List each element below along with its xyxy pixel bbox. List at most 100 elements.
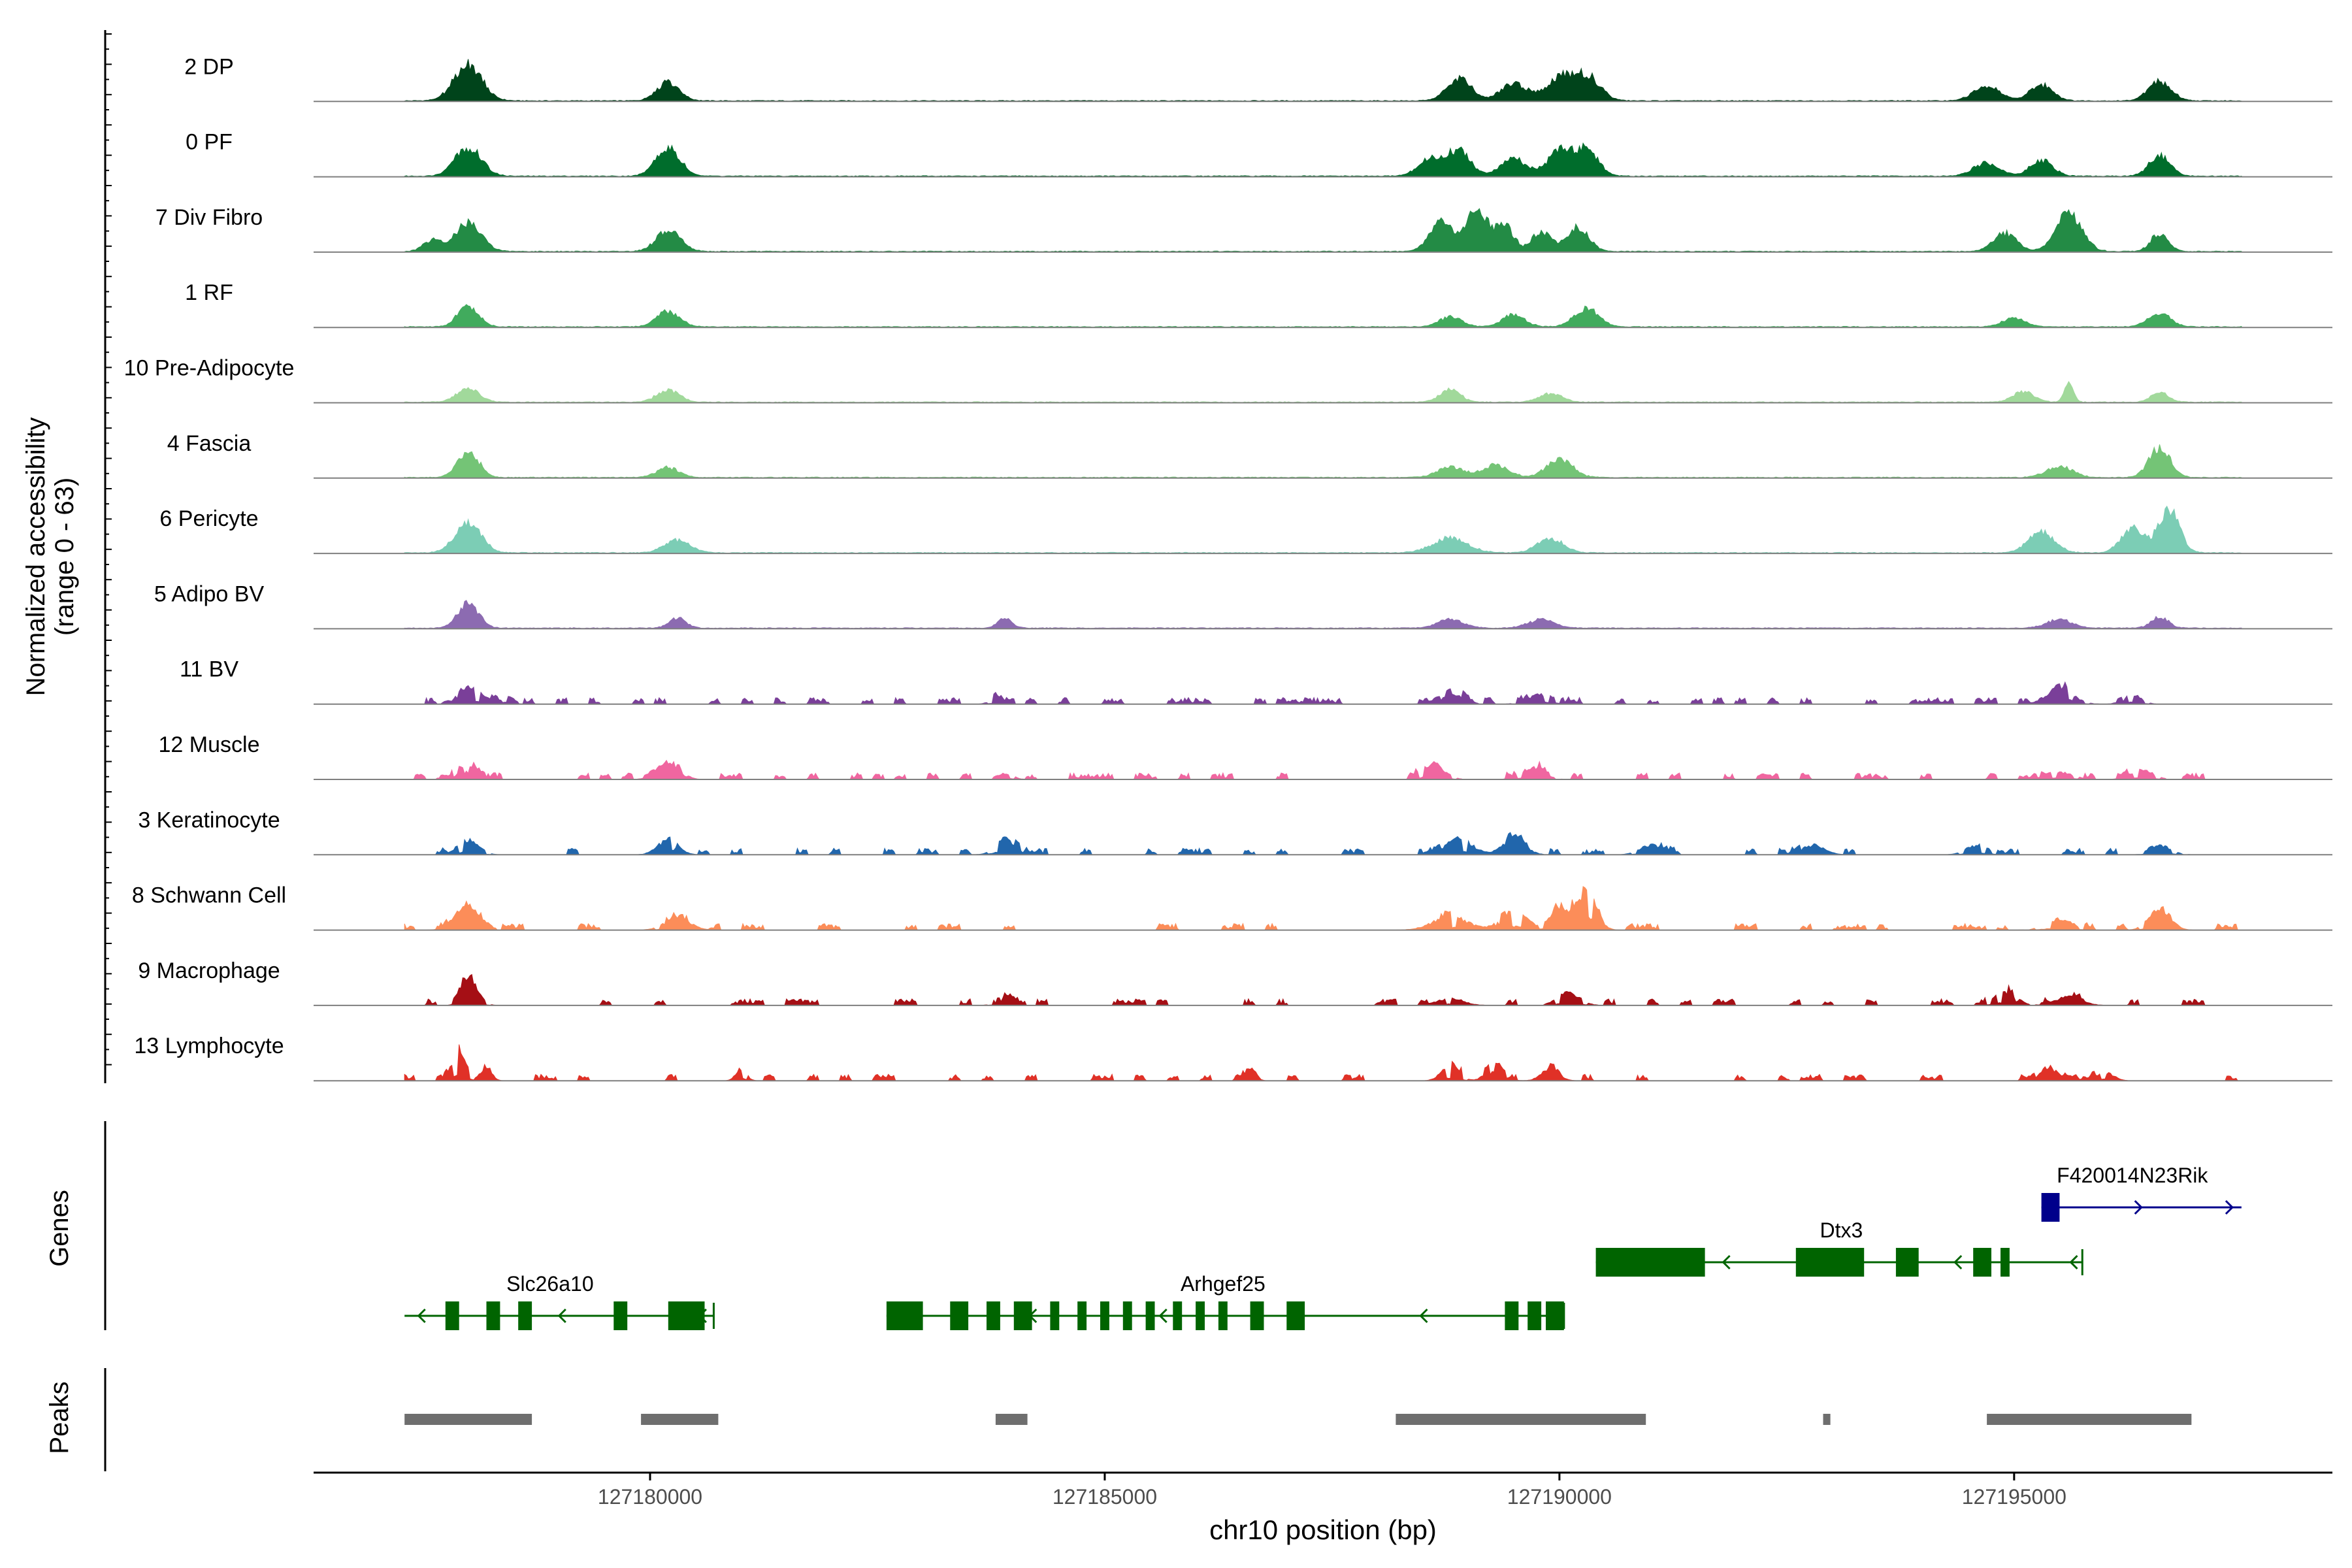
coverage-area xyxy=(404,886,2242,931)
exon xyxy=(1286,1301,1305,1330)
coverage-area xyxy=(404,59,2242,102)
peak-region xyxy=(995,1414,1028,1425)
y-axis-subtitle: (range 0 - 63) xyxy=(50,478,79,636)
peak-region xyxy=(1396,1414,1646,1425)
exon xyxy=(987,1301,1000,1330)
exon xyxy=(1505,1301,1519,1330)
track-label: 9 Macrophage xyxy=(138,958,280,983)
exon xyxy=(1050,1301,1060,1330)
track-label: 10 Pre-Adipocyte xyxy=(124,356,295,381)
track-label: 7 Div Fibro xyxy=(155,205,263,230)
track-2: 0 PF xyxy=(186,130,2332,178)
coverage-area xyxy=(404,381,2242,403)
y-axis-label: Normalized accessibility (range 0 - 63) xyxy=(22,417,79,696)
strand-arrow xyxy=(557,1308,566,1324)
genes-panel-label: Genes xyxy=(45,1190,74,1267)
track-3: 7 Div Fibro xyxy=(155,205,2332,253)
peak-region xyxy=(1987,1414,2192,1425)
x-axis-tick-label: 127180000 xyxy=(598,1485,702,1509)
y-axis-ticks xyxy=(105,33,112,1066)
exon xyxy=(613,1301,628,1330)
exon xyxy=(950,1301,969,1330)
strand-arrow xyxy=(417,1308,426,1324)
gene-label: F420014N23Rik xyxy=(2057,1164,2208,1187)
track-label: 5 Adipo BV xyxy=(154,581,265,606)
track-label: 0 PF xyxy=(186,130,233,155)
track-5: 10 Pre-Adipocyte xyxy=(124,356,2332,404)
peaks-panel-label: Peaks xyxy=(45,1381,74,1454)
exon xyxy=(1895,1248,1919,1277)
y-axis-title: Normalized accessibility xyxy=(22,417,50,696)
exon xyxy=(445,1301,459,1330)
gene-dtx3: Dtx3 xyxy=(1595,1218,2083,1277)
gene-f420014n23rik: F420014N23Rik xyxy=(2041,1164,2242,1222)
exon xyxy=(1218,1301,1228,1330)
exon xyxy=(1595,1248,1705,1277)
x-axis-title: chr10 position (bp) xyxy=(1209,1514,1437,1545)
gene-arhgef25: Arhgef25 xyxy=(886,1272,1565,1330)
gene-label: Slc26a10 xyxy=(506,1272,593,1296)
strand-arrow xyxy=(1722,1254,1731,1270)
track-1: 2 DP xyxy=(184,54,2332,103)
track-label: 6 Pericyte xyxy=(159,506,258,531)
track-label: 12 Muscle xyxy=(159,732,260,757)
gene-annotation-panel: Slc26a10 Arhgef25 Dtx3 F420014N23Rik xyxy=(404,1164,2242,1330)
coverage-area xyxy=(404,600,2242,629)
strand-arrow xyxy=(2134,1200,2143,1215)
coverage-area xyxy=(404,973,2242,1006)
exon xyxy=(1013,1301,1032,1330)
coverage-area xyxy=(404,142,2242,178)
gene-label: Arhgef25 xyxy=(1181,1272,1266,1296)
exon xyxy=(1250,1301,1264,1330)
strand-arrow xyxy=(1158,1308,1168,1324)
x-axis-tick-label: 127190000 xyxy=(1507,1485,1612,1509)
peak-region xyxy=(1823,1414,1831,1425)
coverage-area xyxy=(404,681,2242,705)
gene-label: Dtx3 xyxy=(1820,1218,1863,1242)
track-9: 11 BV xyxy=(180,657,2332,705)
coverage-area xyxy=(404,444,2242,479)
exon xyxy=(668,1301,705,1330)
exon xyxy=(1100,1301,1109,1330)
track-label: 11 BV xyxy=(180,657,238,682)
track-label: 4 Fascia xyxy=(167,431,252,456)
x-axis-tick-label: 127195000 xyxy=(1962,1485,2066,1509)
track-14: 13 Lymphocyte xyxy=(134,1034,2332,1082)
track-11: 3 Keratinocyte xyxy=(138,808,2332,856)
track-label: 2 DP xyxy=(184,54,234,79)
track-13: 9 Macrophage xyxy=(138,958,2332,1006)
exon xyxy=(1122,1301,1132,1330)
coverage-area xyxy=(404,759,2242,780)
x-axis-tick-label: 127185000 xyxy=(1053,1485,1157,1509)
exon xyxy=(2041,1193,2060,1222)
coverage-area xyxy=(404,505,2242,554)
exon xyxy=(1077,1301,1087,1330)
track-label: 13 Lymphocyte xyxy=(134,1034,284,1058)
peak-region-panel xyxy=(404,1414,2192,1425)
coverage-area xyxy=(404,304,2242,328)
exon xyxy=(518,1301,532,1330)
strand-arrow xyxy=(1419,1308,1428,1324)
strand-arrow xyxy=(2225,1200,2234,1215)
exon xyxy=(1196,1301,1205,1330)
coverage-area xyxy=(404,832,2242,855)
exon xyxy=(1546,1301,1564,1330)
accessibility-tracks: 2 DP 0 PF 7 Div Fibro 1 RF 10 Pre-Adipocyte 4… xyxy=(124,54,2332,1082)
track-label: 1 RF xyxy=(185,280,233,305)
gene-slc26a10: Slc26a10 xyxy=(404,1272,715,1330)
exon xyxy=(1795,1248,1865,1277)
track-6: 4 Fascia xyxy=(167,431,2332,479)
strand-arrow xyxy=(2069,1254,2078,1270)
track-label: 8 Schwann Cell xyxy=(132,883,286,908)
track-8: 5 Adipo BV xyxy=(154,581,2332,630)
strand-arrow xyxy=(1953,1254,1963,1270)
track-label: 3 Keratinocyte xyxy=(138,808,280,832)
track-7: 6 Pericyte xyxy=(159,505,2332,555)
exon xyxy=(1145,1301,1155,1330)
exon xyxy=(886,1301,923,1330)
track-12: 8 Schwann Cell xyxy=(132,883,2332,931)
exon xyxy=(2001,1248,2010,1277)
x-axis-ticks: 127180000 127185000 127190000 127195000 xyxy=(598,1473,2066,1509)
exon xyxy=(486,1301,500,1330)
